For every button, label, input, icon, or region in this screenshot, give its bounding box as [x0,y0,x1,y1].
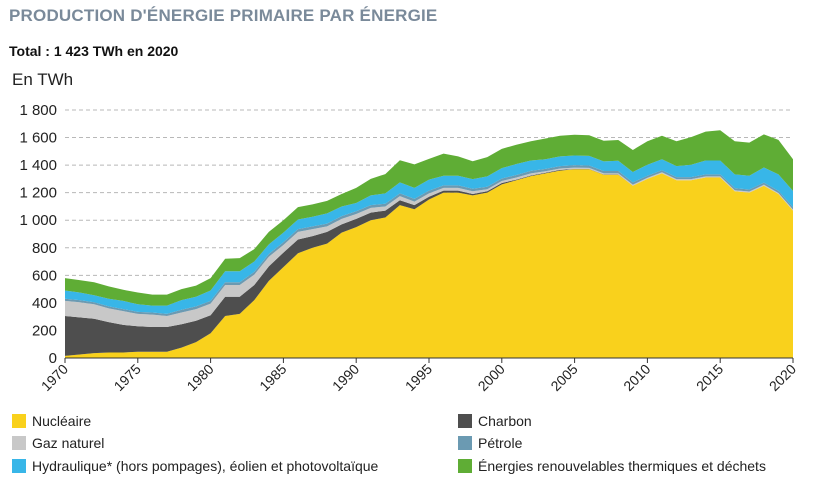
x-tick-label: 1985 [256,361,289,394]
y-tick-label: 0 [49,350,57,367]
x-tick-label: 2010 [620,361,653,394]
area-series-5 [65,130,793,306]
chart-subtitle: Total : 1 423 TWh en 2020 [9,43,179,59]
y-tick-label: 1 600 [19,130,57,147]
area-series-3 [65,165,793,316]
x-tick-label: 1970 [38,361,71,394]
y-tick-label: 1 400 [19,157,57,174]
y-tick-label: 1 200 [19,185,57,202]
y-tick-label: 200 [32,322,57,339]
area-series-2 [65,167,793,327]
area-series-4 [65,155,793,314]
area-series-0 [65,169,793,358]
y-tick-label: 400 [32,295,57,312]
area-series-1 [65,168,793,356]
y-tick-label: 600 [32,267,57,284]
x-tick-label: 1975 [111,361,144,394]
x-tick-label: 2005 [547,361,580,394]
y-axis-label: En TWh [12,70,74,89]
y-tick-label: 800 [32,240,57,257]
chart-title: PRODUCTION D'ÉNERGIE PRIMAIRE PAR ÉNERGI… [9,6,438,25]
x-tick-label: 1980 [183,361,216,394]
x-tick-label: 2020 [766,361,799,394]
x-tick-label: 2000 [475,361,508,394]
y-tick-label: 1 800 [19,102,57,119]
y-tick-label: 1 000 [19,212,57,229]
x-tick-label: 2015 [693,361,726,394]
x-tick-label: 1990 [329,361,362,394]
x-tick-label: 1995 [402,361,435,394]
